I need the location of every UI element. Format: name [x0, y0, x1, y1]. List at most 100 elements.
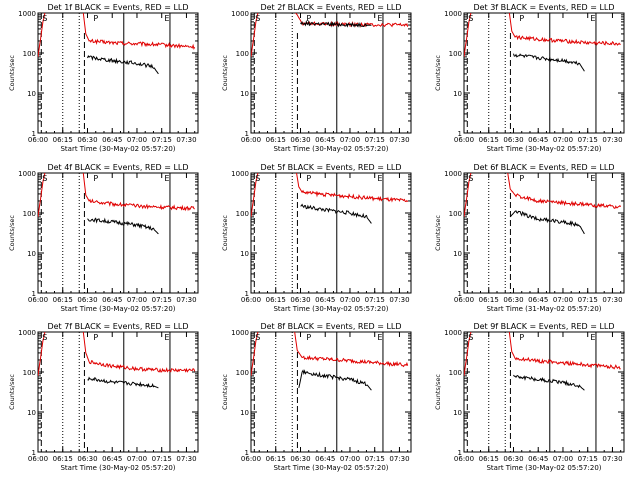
x-tick-label: 07:15 — [152, 136, 172, 144]
x-tick-label: 07:15 — [152, 296, 172, 304]
marker-label: S — [468, 174, 473, 183]
x-axis-label: Start Time (31-May-02 05:57:20) — [486, 305, 601, 313]
plot-frame — [463, 12, 625, 134]
x-tick-label: 07:00 — [127, 296, 147, 304]
x-tick-label: 06:15 — [266, 136, 286, 144]
y-tick-label: 1 — [245, 130, 249, 138]
marker-label: S — [255, 14, 260, 23]
marker-label: S — [255, 174, 260, 183]
marker-label: P — [519, 14, 524, 23]
plot-frame — [463, 331, 625, 453]
y-tick-label: 100 — [449, 210, 462, 218]
x-tick-label: 06:30 — [503, 455, 523, 463]
y-tick-label: 100 — [449, 50, 462, 58]
marker-label: E — [164, 333, 169, 342]
marker-label: E — [377, 174, 382, 183]
x-tick-label: 07:00 — [127, 455, 147, 463]
marker-label: E — [590, 14, 595, 23]
series-line-black-events — [513, 53, 585, 72]
series-line-black-events — [87, 217, 159, 235]
plot-frame — [250, 172, 412, 294]
x-tick-label: 07:00 — [553, 136, 573, 144]
y-axis-label: Counts/sec — [434, 55, 442, 91]
x-tick-label: 06:15 — [53, 455, 73, 463]
series-line-red-lld — [464, 332, 621, 376]
series-line-red-lld — [38, 13, 196, 57]
y-tick-label: 10 — [240, 409, 249, 417]
plot-area — [251, 173, 409, 293]
y-axis-label: Counts/sec — [221, 215, 229, 251]
marker-label: P — [519, 174, 524, 183]
x-tick-label: 07:15 — [578, 296, 598, 304]
series-line-red-lld — [251, 173, 409, 217]
y-tick-label: 1 — [245, 290, 249, 298]
chart-panel: Det 6f BLACK = Events, RED = LLD 1 10 100 10… — [434, 163, 625, 313]
chart-title: Det 2f BLACK = Events, RED = LLD — [260, 3, 401, 12]
series-line-black-events — [87, 54, 159, 75]
x-tick-label: 06:30 — [77, 296, 97, 304]
chart-title: Det 3f BLACK = Events, RED = LLD — [473, 3, 614, 12]
x-tick-label: 07:15 — [578, 136, 598, 144]
x-tick-label: 06:30 — [503, 296, 523, 304]
x-tick-label: 06:30 — [290, 296, 310, 304]
x-axis-label: Start Time (30-May-02 05:57:20) — [486, 145, 601, 153]
marker-label: E — [377, 333, 382, 342]
chart-title: Det 6f BLACK = Events, RED = LLD — [473, 163, 614, 172]
plot-area — [464, 332, 621, 452]
marker-label: E — [164, 14, 169, 23]
x-tick-label: 07:30 — [602, 455, 622, 463]
chart-panel: Det 4f BLACK = Events, RED = LLD 1 10 100 10… — [8, 163, 199, 313]
series-line-red-lld — [38, 332, 196, 376]
y-tick-label: 100 — [236, 50, 249, 58]
y-tick-label: 1000 — [231, 170, 249, 178]
series-line-black-events — [87, 376, 159, 389]
marker-label: P — [519, 333, 524, 342]
x-tick-label: 07:30 — [176, 136, 196, 144]
x-tick-label: 07:30 — [389, 455, 409, 463]
x-tick-label: 06:45 — [102, 455, 122, 463]
x-tick-label: 06:45 — [102, 296, 122, 304]
y-axis-label: Counts/sec — [8, 55, 16, 91]
plot-area — [464, 13, 621, 133]
y-tick-label: 1 — [32, 130, 36, 138]
plot-area — [38, 13, 196, 133]
x-tick-label: 07:30 — [389, 136, 409, 144]
x-tick-label: 07:15 — [152, 455, 172, 463]
y-axis-label: Counts/sec — [8, 374, 16, 410]
y-tick-label: 100 — [23, 369, 36, 377]
x-tick-label: 06:45 — [528, 296, 548, 304]
marker-label: E — [164, 174, 169, 183]
chart-panel: Det 8f BLACK = Events, RED = LLD 1 10 100 10… — [221, 322, 412, 472]
marker-label: P — [306, 174, 311, 183]
marker-label: S — [468, 333, 473, 342]
y-tick-label: 10 — [453, 250, 462, 258]
y-tick-label: 1000 — [231, 10, 249, 18]
x-tick-label: 06:00 — [241, 136, 261, 144]
y-tick-label: 1000 — [444, 170, 462, 178]
chart-title: Det 9f BLACK = Events, RED = LLD — [473, 322, 614, 331]
y-tick-label: 100 — [23, 50, 36, 58]
y-tick-label: 10 — [240, 250, 249, 258]
plot-area — [464, 173, 622, 293]
y-tick-label: 10 — [27, 409, 36, 417]
x-axis-label: Start Time (30-May-02 05:57:20) — [486, 464, 601, 472]
chart-panel: Det 2f BLACK = Events, RED = LLD 1 10 100 10… — [221, 3, 412, 153]
chart-title: Det 7f BLACK = Events, RED = LLD — [47, 322, 188, 331]
x-tick-label: 07:15 — [365, 136, 385, 144]
x-tick-label: 07:00 — [127, 136, 147, 144]
chart-panel: Det 3f BLACK = Events, RED = LLD 1 10 100 10… — [434, 3, 625, 153]
series-line-red-lld — [464, 173, 622, 217]
plot-frame — [37, 331, 199, 453]
marker-label: E — [590, 333, 595, 342]
marker-label: S — [255, 333, 260, 342]
y-tick-label: 1 — [458, 449, 462, 457]
x-tick-label: 06:15 — [479, 455, 499, 463]
plot-area — [38, 332, 196, 452]
y-tick-label: 10 — [27, 90, 36, 98]
x-tick-label: 07:00 — [553, 455, 573, 463]
y-tick-label: 1 — [458, 130, 462, 138]
x-tick-label: 06:30 — [290, 136, 310, 144]
x-tick-label: 06:45 — [315, 455, 335, 463]
y-axis-label: Counts/sec — [8, 215, 16, 251]
x-tick-label: 06:30 — [77, 455, 97, 463]
